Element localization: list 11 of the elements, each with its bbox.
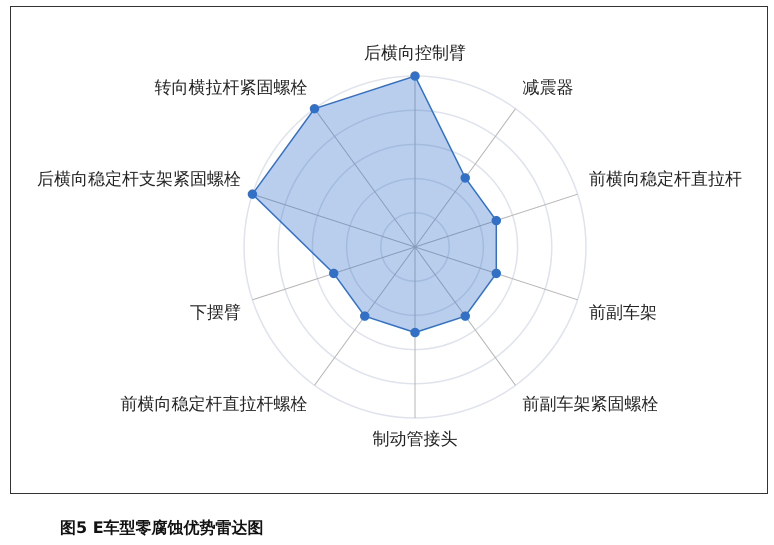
spoke-label: 转向横拉杆紧固螺栓 [154,78,308,98]
spoke-label: 下摆臂 [190,303,241,324]
spoke-label: 前副车架 [589,303,657,324]
spoke-label: 后横向控制臂 [364,43,466,64]
spoke-label: 前横向稳定杆直拉杆 [589,170,742,190]
text: 图5 E车型零腐蚀优势雷达图 [60,518,264,539]
spoke-label: 后横向稳定杆支架紧固螺栓 [37,170,241,190]
spoke-label: 减震器 [522,78,574,98]
spoke-label: 前副车架紧固螺栓 [522,394,659,415]
spoke-label: 前横向稳定杆直拉杆螺栓 [120,394,308,415]
spoke-label: 制动管接头 [372,430,458,450]
